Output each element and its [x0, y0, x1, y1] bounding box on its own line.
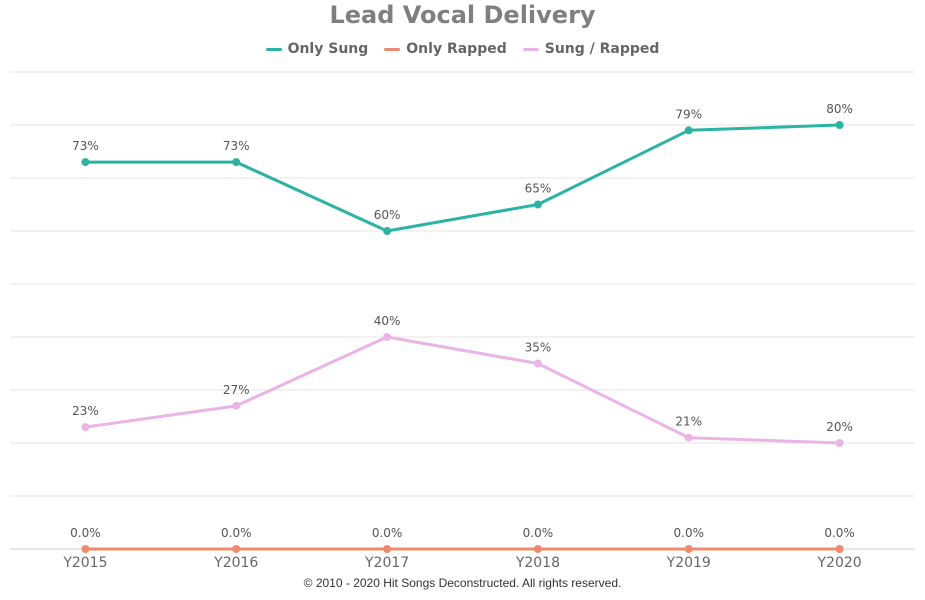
x-tick-label: Y2020 [816, 555, 861, 571]
x-tick-label: Y2017 [364, 555, 409, 571]
data-point-only-rapped [684, 545, 693, 553]
data-point-only-rapped [383, 545, 392, 553]
x-tick-label: Y2016 [213, 555, 258, 571]
legend-item-sung-rapped[interactable]: Sung / Rapped [522, 41, 660, 57]
legend-label-only-sung: Only Sung [287, 41, 369, 57]
data-label-sung-rapped: 23% [72, 404, 99, 418]
data-label-sung-rapped: 40% [374, 314, 401, 328]
legend: Only Sung Only Rapped Sung / Rapped [0, 41, 925, 57]
data-point-sung-rapped [835, 439, 844, 447]
data-label-sung-rapped: 20% [826, 420, 853, 434]
data-label-sung-rapped: 21% [675, 415, 702, 429]
data-point-only-rapped [81, 545, 90, 553]
data-label-only-rapped: 0.0% [523, 526, 554, 540]
data-point-only-rapped [835, 545, 844, 553]
data-point-sung-rapped [684, 433, 693, 442]
data-point-only-sung [533, 200, 542, 209]
series-line-only-sung [83, 123, 842, 233]
data-point-sung-rapped [232, 401, 241, 410]
legend-swatch-sung-rapped [522, 47, 539, 51]
chart-title: Lead Vocal Delivery [329, 1, 596, 29]
data-label-sung-rapped: 35% [525, 341, 552, 355]
data-label-only-sung: 73% [223, 139, 250, 153]
copyright-text: © 2010 - 2020 Hit Songs Deconstructed. A… [303, 576, 622, 590]
data-label-only-rapped: 0.0% [70, 526, 101, 540]
legend-item-only-rapped[interactable]: Only Rapped [384, 41, 507, 57]
x-tick-label: Y2018 [515, 555, 560, 571]
data-point-only-rapped [232, 545, 241, 553]
data-point-only-sung [835, 121, 844, 129]
legend-label-only-rapped: Only Rapped [406, 41, 507, 57]
data-point-sung-rapped [533, 359, 542, 368]
data-label-only-rapped: 0.0% [824, 526, 855, 540]
x-tick-label: Y2019 [666, 555, 711, 571]
data-label-only-sung: 73% [72, 139, 99, 153]
series-line-sung-rapped [83, 335, 842, 445]
data-point-sung-rapped [383, 333, 392, 341]
legend-swatch-only-rapped [384, 47, 401, 51]
data-label-only-rapped: 0.0% [372, 526, 403, 540]
data-label-only-rapped: 0.0% [674, 526, 705, 540]
data-label-only-sung: 79% [675, 107, 702, 121]
data-point-only-sung [684, 126, 693, 135]
data-point-only-sung [232, 158, 241, 167]
data-point-only-sung [81, 158, 90, 167]
legend-swatch-only-sung [265, 47, 282, 51]
data-point-only-rapped [533, 545, 542, 553]
legend-label-sung-rapped: Sung / Rapped [544, 41, 660, 57]
data-label-only-sung: 65% [525, 182, 552, 196]
data-label-sung-rapped: 27% [223, 383, 250, 397]
data-point-only-sung [383, 227, 392, 235]
legend-item-only-sung[interactable]: Only Sung [265, 41, 369, 57]
data-point-sung-rapped [81, 423, 90, 432]
x-tick-label: Y2015 [62, 555, 107, 571]
data-label-only-rapped: 0.0% [221, 526, 252, 540]
data-label-only-sung: 80% [826, 102, 853, 116]
data-label-only-sung: 60% [374, 208, 401, 222]
